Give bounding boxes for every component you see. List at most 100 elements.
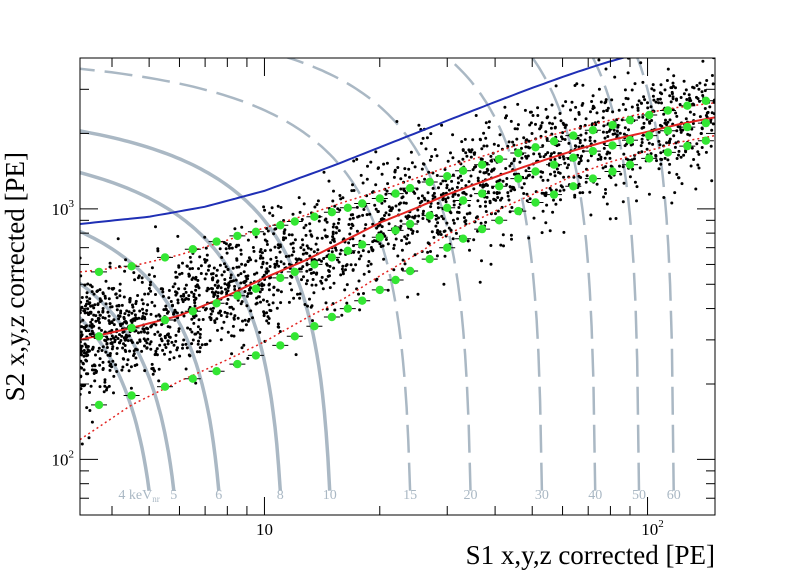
scatter-point	[403, 173, 407, 177]
scatter-point	[167, 289, 171, 292]
scatter-point	[132, 271, 136, 275]
scatter-point	[658, 91, 662, 95]
scatter-point	[310, 283, 314, 287]
scatter-point	[85, 406, 89, 410]
scatter-point	[484, 204, 487, 208]
scatter-point	[195, 350, 199, 354]
scatter-point	[550, 103, 554, 107]
scatter-point	[614, 217, 618, 220]
scatter-point	[630, 105, 634, 109]
scatter-point	[416, 208, 420, 212]
scatter-point	[351, 268, 355, 272]
scatter-point	[300, 218, 304, 221]
scatter-point	[240, 262, 244, 266]
scatter-point	[510, 206, 514, 209]
scatter-point	[461, 149, 465, 152]
scatter-point	[597, 58, 601, 62]
scatter-point	[230, 334, 234, 338]
fit-point-mean	[514, 174, 523, 183]
scatter-point	[456, 181, 460, 185]
scatter-point	[214, 274, 218, 278]
scatter-point	[662, 112, 666, 116]
scatter-point	[290, 275, 294, 279]
fit-point-mean	[663, 126, 673, 135]
scatter-point	[496, 144, 500, 148]
fit-point-upper	[233, 231, 242, 241]
scatter-point	[605, 130, 609, 134]
fit-point-upper	[358, 199, 367, 208]
scatter-point	[103, 378, 107, 382]
scatter-point	[100, 349, 104, 352]
scatter-point	[545, 137, 549, 140]
scatter-point	[222, 270, 226, 274]
scatter-point	[462, 216, 466, 220]
scatter-point	[231, 324, 235, 328]
scatter-point	[100, 328, 103, 332]
scatter-point	[422, 209, 425, 213]
scatter-point	[133, 313, 137, 317]
scatter-point	[305, 251, 309, 255]
scatter-point	[561, 131, 565, 135]
scatter-point	[192, 295, 196, 299]
scatter-point	[118, 333, 121, 337]
scatter-point	[101, 307, 105, 310]
scatter-point	[485, 195, 489, 199]
scatter-point	[646, 101, 649, 105]
scatter-point	[156, 330, 160, 334]
scatter-point	[236, 273, 240, 277]
fit-point-upper	[495, 154, 504, 164]
scatter-point	[573, 117, 577, 121]
scatter-point	[194, 381, 198, 385]
scatter-point	[320, 259, 323, 263]
scatter-point	[193, 301, 197, 305]
scatter-point	[312, 291, 316, 295]
scatter-point	[97, 310, 101, 314]
scatter-point	[267, 288, 271, 292]
scatter-point	[446, 159, 450, 163]
scatter-point	[343, 288, 347, 292]
scatter-point	[646, 106, 650, 110]
fit-point-lower	[625, 160, 635, 169]
scatter-point	[137, 331, 140, 335]
scatter-point	[666, 67, 670, 71]
scatter-point	[378, 223, 382, 227]
scatter-point	[246, 277, 249, 281]
scatter-point	[605, 202, 609, 206]
scatter-point	[396, 157, 400, 161]
scatter-point	[367, 270, 371, 274]
scatter-point	[511, 140, 515, 144]
scatter-point	[341, 196, 345, 200]
scatter-point	[506, 191, 510, 195]
scatter-point	[688, 110, 692, 114]
scatter-point	[265, 267, 269, 271]
scatter-point	[534, 122, 537, 126]
scatter-point	[350, 189, 354, 193]
scatter-point	[630, 88, 634, 92]
scatter-point	[604, 165, 608, 169]
scatter-point	[104, 279, 108, 283]
fit-point-mean	[310, 260, 319, 269]
scatter-point	[118, 282, 122, 286]
scatter-point	[337, 217, 341, 221]
scatter-point	[85, 350, 89, 354]
scatter-point	[435, 154, 439, 158]
fit-point-upper	[251, 227, 261, 236]
scatter-point	[410, 161, 414, 165]
scatter-point	[85, 299, 89, 303]
scatter-point	[413, 214, 417, 218]
scatter-point	[507, 140, 511, 144]
scatter-point	[482, 131, 486, 135]
scatter-point	[131, 305, 135, 309]
scatter-point	[437, 186, 440, 190]
scatter-point	[460, 178, 464, 182]
scatter-point	[278, 243, 282, 247]
scatter-point	[597, 153, 601, 157]
scatter-point	[447, 188, 451, 192]
scatter-point	[220, 256, 224, 259]
scatter-point	[562, 175, 566, 179]
scatter-point	[614, 183, 618, 187]
scatter-point	[481, 183, 485, 187]
scatter-point	[330, 250, 334, 254]
scatter-point	[275, 259, 279, 263]
scatter-point	[181, 346, 184, 350]
